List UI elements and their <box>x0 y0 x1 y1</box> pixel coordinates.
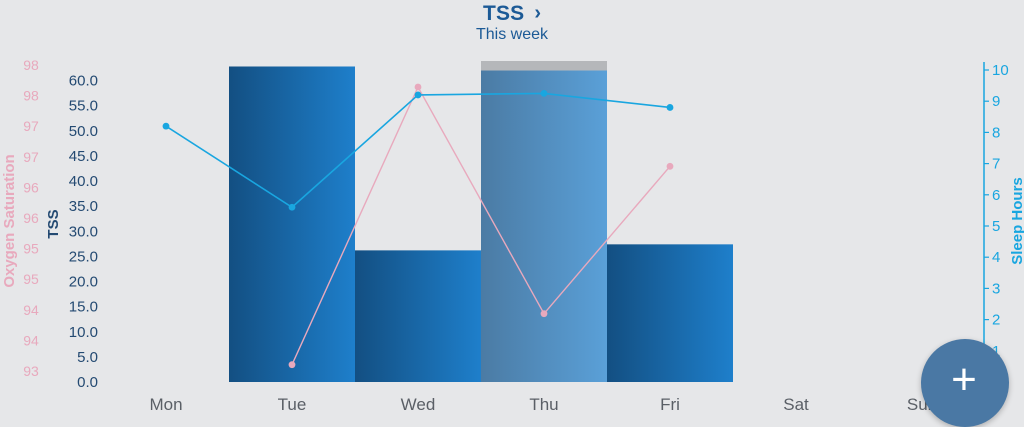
tss-tick-label: 20.0 <box>69 274 98 291</box>
tss-tick-label: 25.0 <box>69 248 98 265</box>
oxygen-tick-label: 93 <box>23 363 39 379</box>
tss-tick-label: 35.0 <box>69 198 98 215</box>
sleep-tick-label: 5 <box>992 218 1000 235</box>
tss-tick-label: 45.0 <box>69 148 98 165</box>
tss-tick-label: 10.0 <box>69 324 98 341</box>
tss-axis-label: TSS <box>45 209 62 238</box>
sleep-point <box>288 203 296 211</box>
sleep-tick-label: 8 <box>992 124 1000 141</box>
x-tick-label: Mon <box>149 395 182 414</box>
tss-tick-label: 5.0 <box>77 349 98 366</box>
sleep-tick-label: 3 <box>992 280 1000 297</box>
tss-tick-label: 30.0 <box>69 223 98 240</box>
oxygen-point <box>288 361 296 369</box>
oxygen-tick-label: 96 <box>23 210 39 226</box>
tss-chart: Mon Tue Wed Thu Fri Sat Sun0.05.010.015.020.02… <box>1 57 1024 414</box>
sleep-tick-label: 2 <box>992 312 1000 329</box>
sleep-tick-label: 4 <box>992 249 1000 266</box>
add-button[interactable]: + <box>921 339 1009 427</box>
oxygen-tick-label: 95 <box>23 271 39 287</box>
oxygen-point <box>414 83 422 91</box>
tss-tick-label: 15.0 <box>69 299 98 316</box>
chart-lines <box>162 83 674 369</box>
bar-wed <box>355 250 481 382</box>
chevron-right-icon: › <box>534 2 542 24</box>
chart-title-button[interactable]: TSS › <box>0 2 1024 26</box>
sleep-axis-label: Sleep Hours <box>1009 177 1024 265</box>
oxygen-point <box>666 162 674 170</box>
chart-subtitle: This week <box>475 26 549 43</box>
sleep-tick-label: 7 <box>992 156 1000 173</box>
tss-bars <box>229 61 733 383</box>
oxygen-point <box>540 310 548 318</box>
tss-tick-label: 0.0 <box>77 374 98 391</box>
bar-thu <box>481 70 607 383</box>
bar-tue <box>229 66 355 382</box>
oxygen-axis-label: Oxygen Saturation <box>1 154 18 287</box>
oxygen-tick-label: 96 <box>23 179 39 195</box>
oxygen-tick-label: 94 <box>23 332 39 348</box>
tss-tick-label: 50.0 <box>69 123 98 140</box>
chart-title: TSS <box>482 2 525 25</box>
tss-tick-label: 40.0 <box>69 173 98 190</box>
tss-tick-label: 55.0 <box>69 98 98 115</box>
oxygen-tick-label: 97 <box>23 149 39 165</box>
oxygen-tick-label: 98 <box>23 57 39 73</box>
x-tick-label: Fri <box>660 395 680 414</box>
chart-axes: Mon Tue Wed Thu Fri Sat Sun0.05.010.015.020.02… <box>1 57 1024 414</box>
sleep-point <box>540 90 548 97</box>
x-tick-label: Wed <box>401 395 436 414</box>
x-tick-label: Thu <box>529 395 558 414</box>
x-tick-label: Sat <box>783 395 809 414</box>
oxygen-tick-label: 97 <box>23 118 39 134</box>
plus-icon: + <box>951 355 977 404</box>
sleep-tick-label: 10 <box>992 62 1009 79</box>
sleep-tick-label: 6 <box>992 187 1000 204</box>
sleep-tick-label: 9 <box>992 93 1000 110</box>
oxygen-tick-label: 98 <box>23 88 39 104</box>
tss-tick-label: 60.0 <box>69 73 98 90</box>
oxygen-tick-label: 95 <box>23 241 39 257</box>
sleep-point <box>162 122 170 130</box>
sleep-point <box>414 91 422 99</box>
x-tick-label: Tue <box>278 395 307 414</box>
bar-fri <box>607 244 733 382</box>
oxygen-tick-label: 94 <box>23 302 39 318</box>
sleep-point <box>666 104 674 111</box>
oxygen-line <box>291 85 671 365</box>
bar-selection-cap <box>481 61 607 71</box>
